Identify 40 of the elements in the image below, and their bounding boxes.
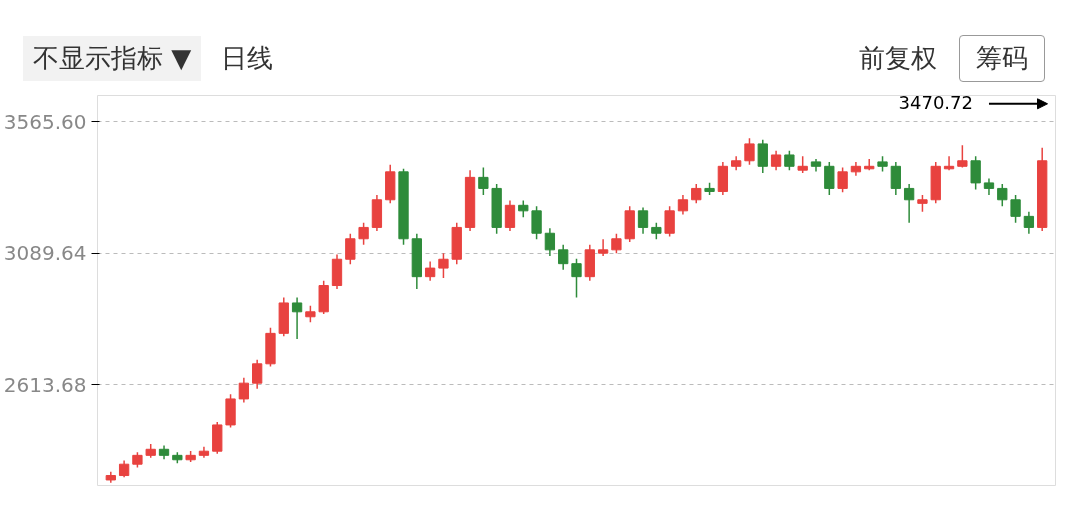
candlestick — [504, 199, 516, 232]
candlestick — [611, 233, 622, 254]
candlestick — [890, 161, 901, 196]
candlestick — [424, 260, 436, 282]
candlestick — [571, 257, 582, 299]
candlestick — [997, 183, 1008, 207]
candlestick — [637, 206, 649, 235]
candlestick — [903, 183, 915, 224]
candlestick — [252, 358, 263, 390]
text: 不显示指标 ▼ — [23, 36, 202, 82]
candlestick — [757, 139, 768, 174]
candlestick — [345, 233, 356, 265]
candlestick — [531, 205, 542, 241]
text: 前复权 — [859, 42, 937, 75]
y-tick-label: 2613.68 — [3, 372, 87, 397]
candlestick — [558, 244, 569, 271]
candlestick — [1023, 210, 1035, 235]
candlestick — [438, 252, 449, 279]
candlestick — [970, 155, 981, 191]
text: 筹码 — [959, 35, 1045, 83]
candlestick — [1010, 194, 1021, 224]
candlestick — [784, 150, 795, 171]
candlestick — [824, 161, 835, 196]
y-tick-label: 3089.64 — [3, 241, 87, 266]
candlestick — [691, 183, 702, 205]
candlestick — [597, 238, 609, 257]
candlestick — [291, 296, 303, 340]
candlestick — [664, 205, 675, 238]
candlestick — [544, 227, 556, 257]
y-tick-label: 3565.60 — [3, 109, 87, 134]
candlestick — [358, 221, 369, 246]
candlestick — [238, 376, 250, 404]
candlestick — [478, 166, 489, 196]
candlestick — [677, 194, 689, 216]
candlestick — [864, 158, 875, 171]
candlestick — [744, 137, 755, 166]
text: 日线 — [221, 42, 274, 75]
candlestick — [770, 150, 782, 171]
annotation: 3470.72 — [898, 92, 973, 114]
candlestick — [837, 166, 848, 194]
